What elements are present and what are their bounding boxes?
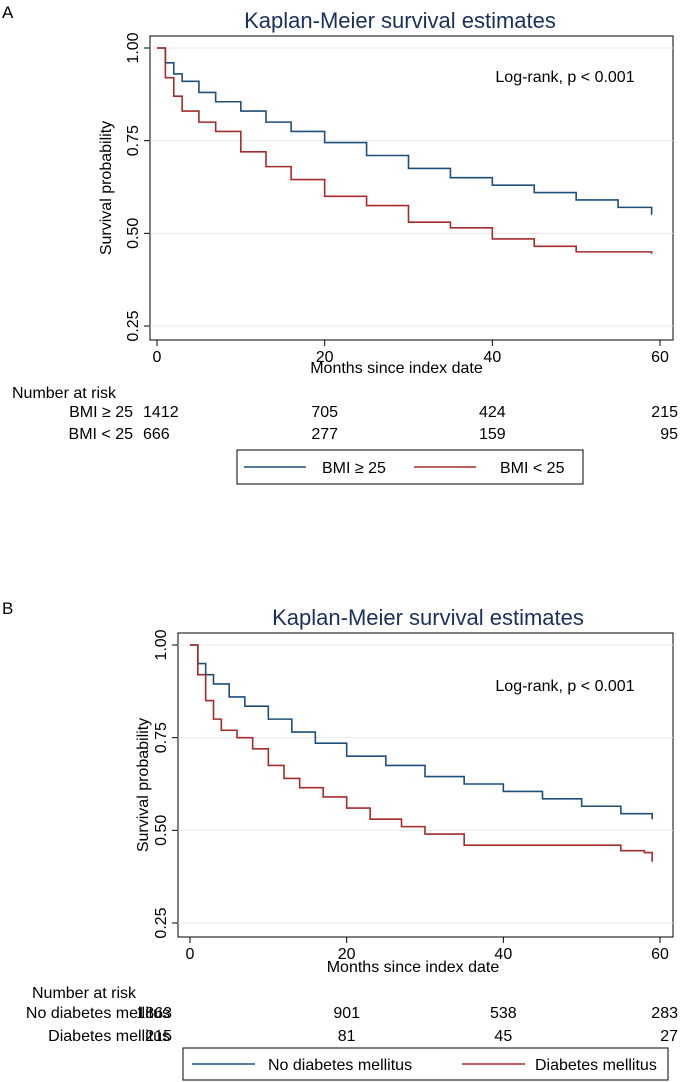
- risk-value: 277: [311, 426, 338, 443]
- y-tick-label: 0.25: [153, 907, 170, 938]
- x-tick-label: 0: [186, 946, 195, 963]
- risk-value: 666: [143, 426, 170, 443]
- x-tick-label: 40: [483, 349, 501, 366]
- legend-label-1: BMI ≥ 25: [322, 460, 386, 477]
- risk-value: 215: [145, 1028, 172, 1045]
- x-tick-label: 20: [316, 349, 334, 366]
- series-line-2: [157, 47, 653, 254]
- x-tick-label: 0: [153, 349, 162, 366]
- series-line-1: [190, 644, 653, 820]
- chart-title: Kaplan-Meier survival estimates: [244, 8, 556, 33]
- y-axis-label: Survival probability: [135, 718, 152, 852]
- y-tick-label: 0.25: [125, 310, 142, 341]
- risk-value: 215: [651, 404, 678, 421]
- risk-value: 283: [651, 1005, 678, 1022]
- x-tick-label: 60: [651, 349, 669, 366]
- x-axis-label: Months since index date: [327, 959, 500, 976]
- y-tick-label: 0.50: [153, 815, 170, 846]
- legend-box: [182, 1047, 669, 1081]
- risk-value: 27: [660, 1028, 678, 1045]
- y-axis-label: Survival probability: [98, 121, 115, 255]
- legend-label-1: No diabetes mellitus: [268, 1057, 412, 1074]
- chart-title: Kaplan-Meier survival estimates: [272, 605, 584, 630]
- risk-value: 424: [479, 404, 506, 421]
- risk-row-label: Diabetes mellitus: [48, 1028, 170, 1045]
- series-line-2: [190, 644, 653, 862]
- legend-label-2: BMI < 25: [500, 460, 565, 477]
- x-axis-label: Months since index date: [310, 360, 483, 377]
- series-line-1: [157, 47, 653, 215]
- risk-value: 95: [660, 426, 678, 443]
- plot-frame: [177, 632, 674, 938]
- chart-panel-a: A Kaplan-Meier survival estimates 0.25 0.50…: [2, 3, 678, 485]
- x-tick-label: 40: [494, 946, 512, 963]
- risk-value: 81: [338, 1028, 356, 1045]
- panel-label: B: [2, 599, 13, 618]
- risk-row-label: BMI ≥ 25: [69, 404, 133, 421]
- risk-table-heading: Number at risk: [12, 385, 117, 402]
- risk-row-label: No diabetes mellitus: [26, 1005, 170, 1022]
- legend-label-2: Diabetes mellitus: [535, 1057, 657, 1074]
- risk-table-heading: Number at risk: [32, 985, 137, 1002]
- risk-row-label: BMI < 25: [69, 426, 134, 443]
- plot-frame: [149, 35, 674, 341]
- logrank-annotation: Log-rank, p < 0.001: [495, 678, 634, 695]
- y-tick-label: 0.75: [125, 125, 142, 156]
- risk-value: 901: [333, 1005, 360, 1022]
- x-tick-label: 20: [338, 946, 356, 963]
- risk-value: 159: [479, 426, 506, 443]
- risk-value: 705: [311, 404, 338, 421]
- y-tick-label: 1.00: [125, 32, 142, 63]
- risk-value: 45: [494, 1028, 512, 1045]
- risk-value: 538: [490, 1005, 517, 1022]
- logrank-annotation: Log-rank, p < 0.001: [495, 69, 634, 86]
- y-tick-label: 1.00: [153, 629, 170, 660]
- y-tick-label: 0.75: [153, 722, 170, 753]
- risk-value: 1412: [143, 404, 179, 421]
- chart-panel-b: B Kaplan-Meier survival estimates 0.25 0.50…: [2, 599, 678, 1081]
- x-tick-label: 60: [651, 946, 669, 963]
- y-tick-label: 0.50: [125, 218, 142, 249]
- risk-value: 1863: [136, 1005, 172, 1022]
- panel-label: A: [2, 3, 14, 22]
